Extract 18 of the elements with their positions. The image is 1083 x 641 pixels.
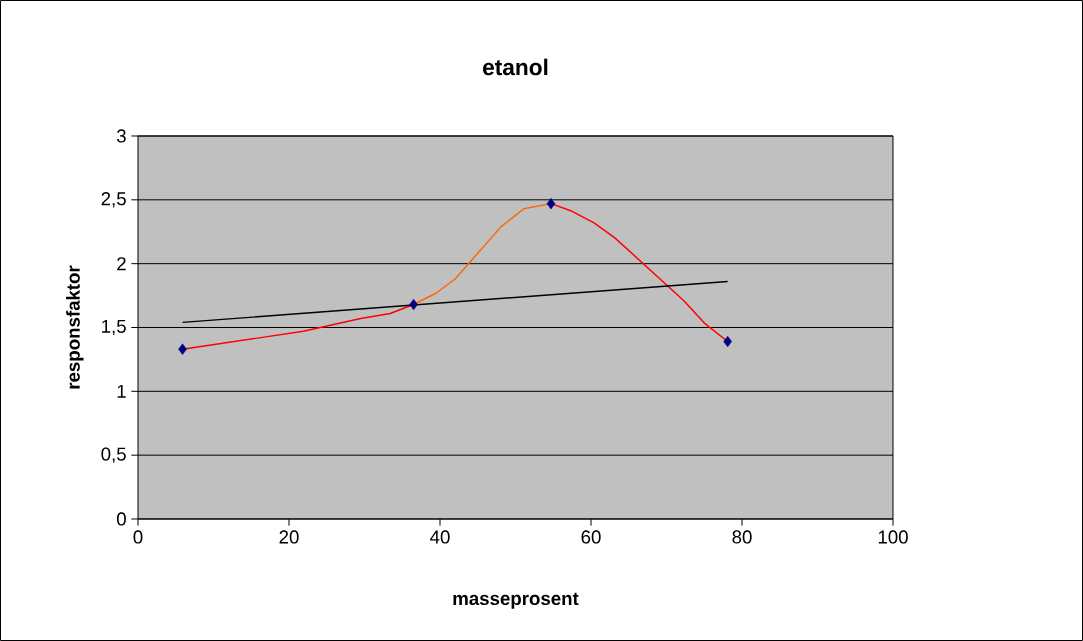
y-axis-title: responsfaktor: [66, 265, 84, 389]
y-tick-label: 3: [116, 129, 126, 143]
x-tick-label: 60: [581, 530, 601, 544]
y-tick-label: 1: [117, 384, 126, 398]
y-tick-label: 0: [116, 512, 126, 526]
x-axis-title: masseprosent: [453, 592, 579, 609]
y-tick-label: 2: [117, 257, 126, 271]
y-tick-label: 0,5: [101, 447, 126, 463]
point: [178, 343, 187, 355]
x-tick-label: 0: [133, 530, 143, 544]
y-tick-label: 2,5: [101, 192, 126, 208]
x-tick-label: 80: [732, 530, 752, 544]
point: [546, 198, 556, 210]
y-tick-label: 1,5: [102, 319, 126, 336]
chart-title: etanol: [483, 58, 548, 76]
x-tick-label: 40: [430, 530, 450, 544]
x-tick-label: 100: [878, 530, 908, 544]
x-tick-label: 20: [279, 530, 299, 544]
